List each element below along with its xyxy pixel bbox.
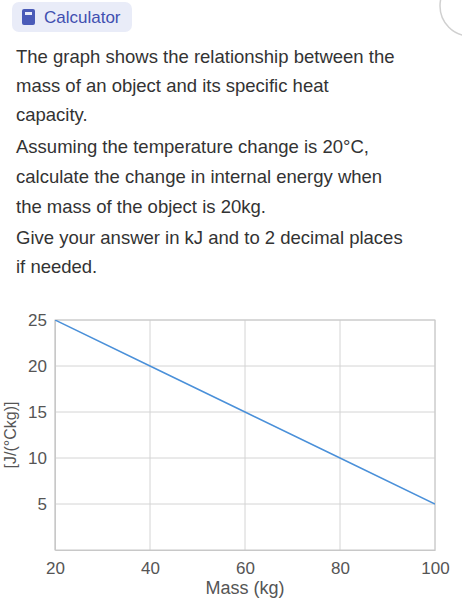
x-tick-label: 40 xyxy=(141,559,160,578)
corner-widget xyxy=(440,0,462,36)
question-line: The graph shows the relationship between… xyxy=(16,46,394,67)
x-tick: 80 xyxy=(331,550,350,578)
y-tick: 20 xyxy=(28,357,55,376)
y-tick: 25 xyxy=(28,311,55,330)
grid-line-x xyxy=(340,320,341,550)
question-line: mass of an object and its specific heat xyxy=(16,75,329,96)
y-tick-label: 25 xyxy=(28,311,47,330)
y-tick-label: 5 xyxy=(38,495,47,514)
x-tick-label: 100 xyxy=(421,559,449,578)
x-axis: 20 40 60 80 100 xyxy=(46,550,450,578)
grid-line-x xyxy=(150,320,151,550)
x-tick: 60 xyxy=(236,550,255,578)
y-tick: 10 xyxy=(28,449,55,468)
y-tick-label: 20 xyxy=(28,357,47,376)
question-line: the mass of the object is 20kg. xyxy=(16,196,266,217)
calculator-icon[interactable] xyxy=(22,9,35,25)
plot-frame xyxy=(55,320,435,550)
plot-area xyxy=(55,320,435,504)
grid-line-y xyxy=(55,366,435,367)
y-axis: 5 10 15 20 25 xyxy=(28,311,55,551)
x-tick: 40 xyxy=(141,550,160,578)
question-line: capacity. xyxy=(16,104,88,125)
x-tick-label: 60 xyxy=(236,559,255,578)
y-tick-label: 15 xyxy=(28,403,47,422)
grid xyxy=(55,320,435,550)
y-axis-title: [J/(°Ckg)] xyxy=(2,402,19,469)
y-tick-label: 10 xyxy=(28,449,47,468)
calculator-icon-screen[interactable] xyxy=(25,12,32,15)
x-tick: 20 xyxy=(46,550,65,578)
question-line: Assuming the temperature change is 20°C, xyxy=(16,136,369,157)
button-bg[interactable] xyxy=(12,2,132,32)
button-label[interactable]: Calculator xyxy=(44,8,121,27)
question-line: Give your answer in kJ and to 2 decimal … xyxy=(16,227,403,248)
x-tick: 100 xyxy=(421,550,449,578)
grid-line-x xyxy=(245,320,246,550)
question-line: if needed. xyxy=(16,256,97,277)
y-tick: 15 xyxy=(28,403,55,422)
y-axis-line xyxy=(55,321,56,551)
x-axis-title: Mass (kg) xyxy=(205,578,284,598)
question-line: calculate the change in internal energy … xyxy=(16,166,382,187)
y-tick: 5 xyxy=(38,495,55,514)
grid-line-y xyxy=(55,504,435,505)
calculator-button[interactable]: Calculator xyxy=(12,2,132,32)
x-tick-label: 80 xyxy=(331,559,350,578)
data-line xyxy=(55,320,435,504)
x-axis-line xyxy=(56,550,436,551)
grid-line-y xyxy=(55,458,435,459)
x-tick-label: 20 xyxy=(46,559,65,578)
